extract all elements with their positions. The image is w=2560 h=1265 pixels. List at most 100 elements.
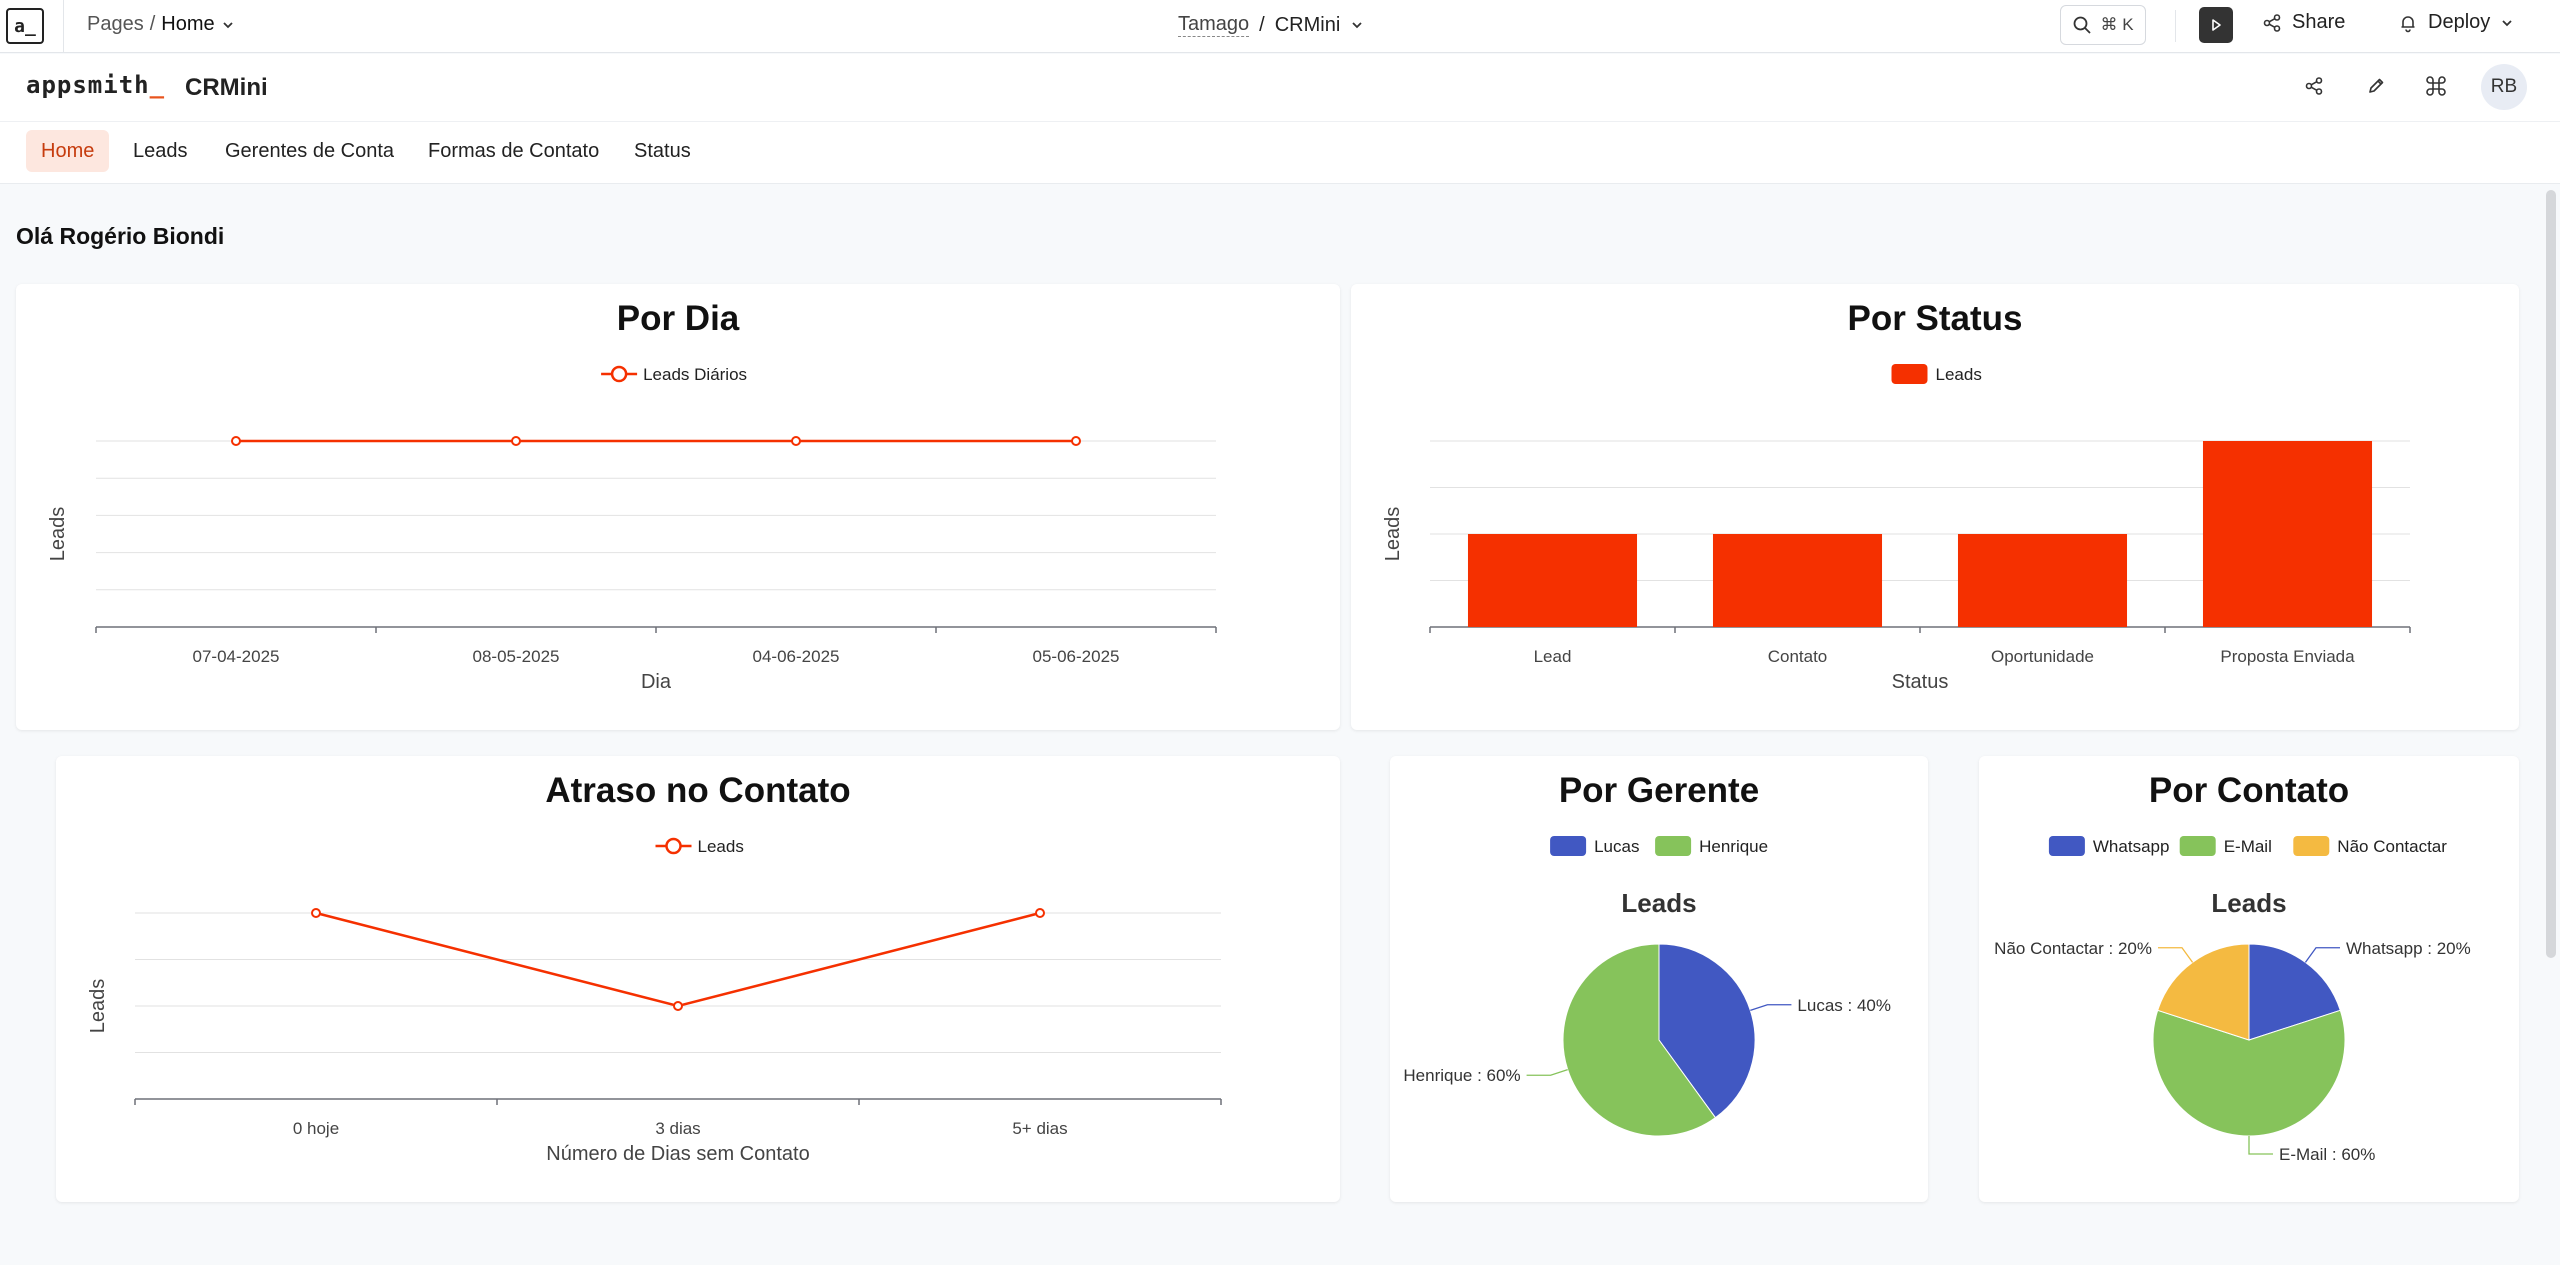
legend-label: Lucas	[1594, 837, 1639, 856]
deploy-button[interactable]: Deploy	[2398, 11, 2514, 34]
legend-swatch-leads	[1891, 364, 1928, 384]
data-point	[673, 1001, 683, 1011]
search-icon	[2074, 16, 2092, 34]
legend-swatch-lucas	[1550, 836, 1587, 856]
legend-swatch-whatsapp	[2048, 836, 2085, 856]
apps-menu-button[interactable]	[2418, 68, 2454, 104]
avatar[interactable]: RB	[2481, 64, 2527, 110]
data-point	[791, 436, 801, 446]
workspace-name[interactable]: Tamago	[1178, 13, 1250, 37]
appsmith-logo-icon[interactable]: a_	[6, 8, 44, 44]
share-icon	[2305, 77, 2323, 95]
x-axis-label: Dia	[641, 671, 672, 693]
pencil-icon	[2369, 78, 2384, 93]
pie-label-line	[2157, 947, 2194, 963]
chart-card-por-status: Por Status Leads Lead Contato Oportunidade Pr…	[1351, 284, 2519, 730]
chart-title: Por Contato	[2149, 771, 2349, 810]
share-label: Share	[2292, 11, 2346, 33]
pie-label-line	[1750, 1004, 1792, 1011]
nav-home[interactable]: Home	[26, 130, 110, 172]
legend-point-marker	[610, 365, 628, 383]
chevron-down-icon[interactable]	[2500, 16, 2514, 30]
pie-chart-por-gerente: Por Gerente Lucas Henrique Leads Lucas : 40%…	[1403, 771, 1891, 1137]
nav-leads[interactable]: Leads	[133, 139, 188, 162]
search-button[interactable]: ⌘ K	[2060, 5, 2146, 45]
legend-point-marker	[665, 837, 682, 855]
pie-label-line	[2304, 947, 2341, 963]
app-name: CRMini	[185, 74, 268, 101]
bar	[1712, 534, 1883, 627]
pie-slice-label: Não Contactar : 20%	[1994, 939, 2152, 958]
breadcrumb-root[interactable]: Pages	[87, 13, 144, 35]
chart-card-por-gerente: Por Gerente Lucas Henrique Leads Lucas : 40%…	[1390, 756, 1928, 1202]
y-axis-label: Leads	[87, 979, 109, 1034]
bar	[2202, 441, 2373, 627]
legend-label: Henrique	[1699, 837, 1768, 856]
page-nav: Home Leads Gerentes de Conta Formas de C…	[0, 122, 2560, 184]
bar	[1957, 534, 2128, 627]
pie-slice-label: E-Mail : 60%	[2279, 1145, 2375, 1164]
app-header: appsmith_ CRMini RB	[0, 54, 2560, 122]
app-logo-text: appsmith	[26, 71, 150, 99]
x-tick-label: 05-06-2025	[1033, 647, 1120, 666]
chart-card-atraso: Atraso no Contato Leads 0 hoje 3 dias 5+ dia…	[56, 756, 1340, 1202]
data-point	[1071, 436, 1081, 446]
pie-label-line	[2248, 1136, 2273, 1155]
chart-card-por-contato: Por Contato Whatsapp E-Mail Não Contactar Le…	[1979, 756, 2519, 1202]
search-shortcut: ⌘ K	[2100, 15, 2134, 34]
preview-button[interactable]	[2199, 7, 2233, 43]
share-button[interactable]: Share	[2262, 11, 2345, 34]
x-tick-label: 3 dias	[655, 1119, 700, 1138]
data-point	[311, 908, 321, 918]
edit-app-button[interactable]	[2358, 68, 2394, 104]
x-axis-label: Número de Dias sem Contato	[546, 1143, 809, 1165]
x-tick-label: 07-04-2025	[193, 647, 280, 666]
breadcrumb[interactable]: Pages / Home	[87, 13, 235, 36]
pie-slice-label: Henrique : 60%	[1403, 1066, 1520, 1085]
chevron-down-icon[interactable]	[1350, 18, 1364, 32]
breadcrumb-separator: /	[149, 13, 156, 35]
x-tick-label: Lead	[1534, 647, 1572, 666]
command-icon	[2426, 76, 2446, 96]
divider	[63, 0, 64, 53]
chevron-down-icon[interactable]	[221, 18, 235, 32]
legend-label: E-Mail	[2224, 837, 2272, 856]
play-icon	[2212, 19, 2221, 31]
app-title[interactable]: CRMini	[1274, 13, 1341, 36]
data-point	[1035, 908, 1045, 918]
bell-icon	[2401, 15, 2415, 32]
bar-chart-por-status: Por Status Leads Lead Contato Oportunidade Pr…	[1382, 299, 2411, 693]
scrollbar[interactable]	[2546, 190, 2556, 958]
legend-label: Whatsapp	[2093, 837, 2170, 856]
chart-title: Atraso no Contato	[545, 771, 850, 810]
nav-status[interactable]: Status	[634, 139, 691, 162]
pie-subtitle: Leads	[1621, 888, 1696, 918]
pie-subtitle: Leads	[2211, 888, 2286, 918]
share-app-button[interactable]	[2296, 68, 2332, 104]
pie-slice-label: Lucas : 40%	[1797, 996, 1891, 1015]
pie-slice-n-o-contactar	[2157, 943, 2250, 1041]
pie-chart-por-contato: Por Contato Whatsapp E-Mail Não Contactar Le…	[1994, 771, 2471, 1164]
x-tick-label: Contato	[1768, 647, 1828, 666]
title-separator: /	[1259, 13, 1265, 36]
app-logo: appsmith_	[26, 71, 165, 99]
line-chart-atraso: Atraso no Contato Leads 0 hoje 3 dias 5+ dia…	[87, 771, 1222, 1165]
line-chart-por-dia: Por Dia Leads Diários 07-04-2025 08-05-2025…	[47, 299, 1217, 693]
y-axis-label: Leads	[47, 507, 69, 562]
legend-label: Leads	[1936, 365, 1982, 384]
x-tick-label: 08-05-2025	[473, 647, 560, 666]
y-axis-label: Leads	[1382, 507, 1404, 562]
breadcrumb-current[interactable]: Home	[161, 13, 215, 35]
nav-gerentes-de-conta[interactable]: Gerentes de Conta	[225, 139, 394, 162]
legend-label: Leads Diários	[643, 365, 747, 384]
editor-topbar: a_ Pages / Home Tamago / CRMini ⌘ K Shar…	[0, 0, 2560, 53]
x-tick-label: Oportunidade	[1991, 647, 2094, 666]
legend-label: Leads	[698, 837, 744, 856]
app-title-switcher[interactable]: Tamago / CRMini	[1178, 13, 1364, 37]
deploy-label: Deploy	[2428, 11, 2491, 33]
share-icon	[2263, 13, 2281, 32]
pie-slice-whatsapp	[2248, 943, 2341, 1041]
legend-swatch-henrique	[1655, 836, 1692, 856]
nav-formas-de-contato[interactable]: Formas de Contato	[428, 139, 600, 162]
pie-slice-label: Whatsapp : 20%	[2346, 939, 2471, 958]
